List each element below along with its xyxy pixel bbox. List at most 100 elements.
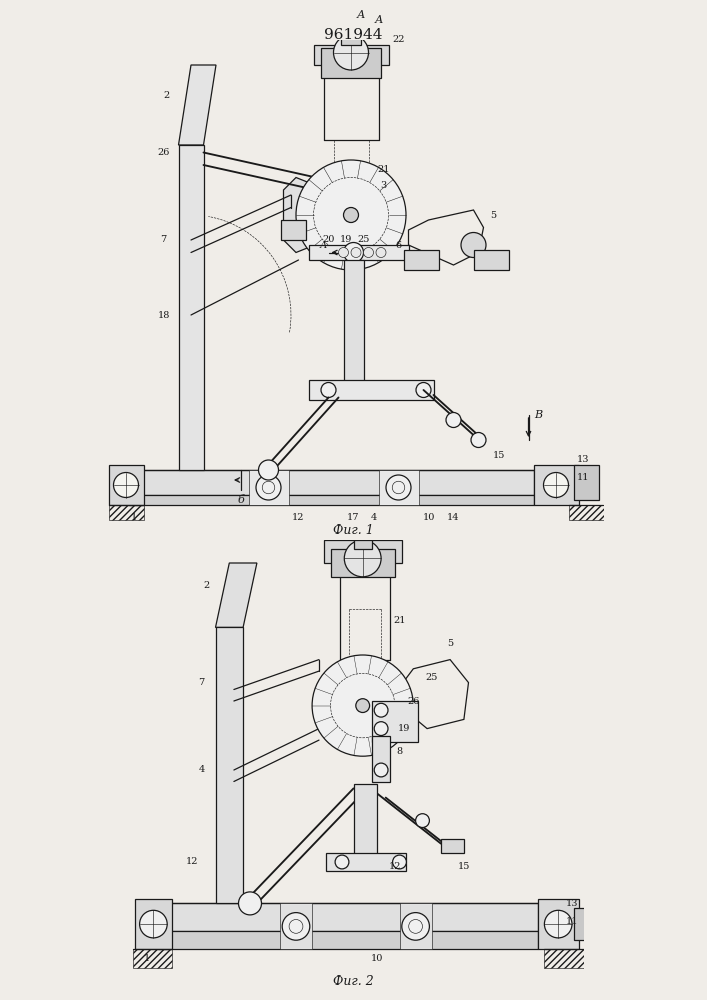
- Circle shape: [363, 247, 373, 257]
- Circle shape: [334, 35, 368, 70]
- Circle shape: [374, 703, 388, 717]
- Circle shape: [344, 242, 363, 262]
- Text: 20: 20: [322, 235, 334, 244]
- Text: 19: 19: [340, 235, 352, 244]
- Text: 25: 25: [426, 674, 438, 682]
- Bar: [321, 47, 381, 78]
- Circle shape: [344, 208, 358, 223]
- Circle shape: [376, 247, 386, 257]
- Bar: [372, 735, 390, 782]
- Bar: [324, 540, 402, 563]
- Bar: [534, 465, 578, 505]
- Text: 2: 2: [163, 91, 169, 100]
- Text: Фиг. 2: Фиг. 2: [333, 975, 374, 988]
- Bar: [248, 470, 288, 505]
- Text: 2: 2: [203, 581, 209, 590]
- Text: А: А: [357, 10, 366, 20]
- Circle shape: [282, 913, 310, 940]
- Bar: [135, 899, 172, 949]
- Text: 4: 4: [370, 513, 377, 522]
- Circle shape: [471, 432, 486, 448]
- Text: 15: 15: [457, 862, 470, 871]
- Circle shape: [238, 892, 262, 915]
- Text: 21: 21: [378, 165, 390, 174]
- Bar: [158, 903, 537, 931]
- Circle shape: [544, 910, 572, 938]
- Bar: [574, 908, 592, 940]
- Circle shape: [339, 247, 349, 257]
- Bar: [313, 45, 389, 65]
- Text: 15: 15: [492, 450, 505, 460]
- Text: 7: 7: [160, 235, 167, 244]
- Polygon shape: [216, 563, 257, 627]
- Circle shape: [446, 412, 461, 428]
- Bar: [308, 245, 409, 260]
- Bar: [474, 250, 508, 270]
- Circle shape: [344, 540, 381, 577]
- Bar: [108, 465, 144, 505]
- Circle shape: [402, 913, 429, 940]
- Text: 1: 1: [144, 954, 150, 963]
- Text: 8: 8: [397, 747, 402, 756]
- Bar: [441, 839, 464, 853]
- Text: 5: 5: [447, 639, 453, 648]
- Text: 3: 3: [380, 180, 387, 190]
- Text: 12: 12: [292, 513, 305, 522]
- Bar: [399, 903, 432, 949]
- Bar: [354, 784, 377, 862]
- Text: 4: 4: [199, 766, 205, 774]
- Bar: [308, 380, 433, 400]
- Text: 7: 7: [199, 678, 205, 687]
- Bar: [281, 220, 306, 240]
- Text: 961944: 961944: [325, 28, 382, 42]
- Bar: [330, 549, 395, 577]
- Bar: [129, 495, 534, 505]
- Circle shape: [312, 655, 414, 756]
- Circle shape: [259, 460, 279, 480]
- Bar: [341, 35, 361, 45]
- Bar: [133, 949, 172, 968]
- Circle shape: [374, 722, 388, 735]
- Text: 10: 10: [422, 513, 435, 522]
- Circle shape: [114, 473, 139, 497]
- Bar: [372, 701, 418, 742]
- Text: 22: 22: [392, 35, 404, 44]
- Text: Фиг. 1: Фиг. 1: [333, 524, 374, 536]
- Text: А: А: [374, 15, 382, 25]
- Circle shape: [386, 475, 411, 500]
- Bar: [344, 260, 363, 390]
- Text: 11: 11: [566, 917, 578, 926]
- Text: 14: 14: [448, 513, 460, 522]
- Text: 26: 26: [158, 148, 170, 157]
- Bar: [573, 465, 599, 500]
- Text: 10: 10: [370, 954, 382, 963]
- Bar: [108, 505, 144, 520]
- Text: 6: 6: [395, 240, 402, 249]
- Circle shape: [461, 232, 486, 257]
- Circle shape: [374, 763, 388, 777]
- Text: б: б: [238, 495, 245, 505]
- Circle shape: [335, 855, 349, 869]
- Circle shape: [256, 475, 281, 500]
- Text: 13: 13: [577, 456, 590, 464]
- Text: 12: 12: [186, 857, 199, 866]
- Polygon shape: [178, 65, 216, 145]
- Bar: [378, 470, 419, 505]
- Bar: [129, 470, 534, 495]
- Circle shape: [416, 814, 429, 827]
- Bar: [178, 145, 204, 470]
- Polygon shape: [284, 178, 308, 252]
- Bar: [404, 250, 438, 270]
- Text: 18: 18: [158, 310, 170, 320]
- Circle shape: [544, 473, 568, 497]
- Circle shape: [351, 247, 361, 257]
- Bar: [280, 903, 312, 949]
- Text: 1: 1: [130, 513, 136, 522]
- Bar: [544, 949, 586, 968]
- Circle shape: [321, 382, 336, 397]
- Text: 11: 11: [577, 473, 590, 482]
- Text: 5: 5: [491, 211, 496, 220]
- Text: А: А: [320, 240, 327, 249]
- Text: 17: 17: [347, 513, 360, 522]
- Bar: [216, 627, 243, 903]
